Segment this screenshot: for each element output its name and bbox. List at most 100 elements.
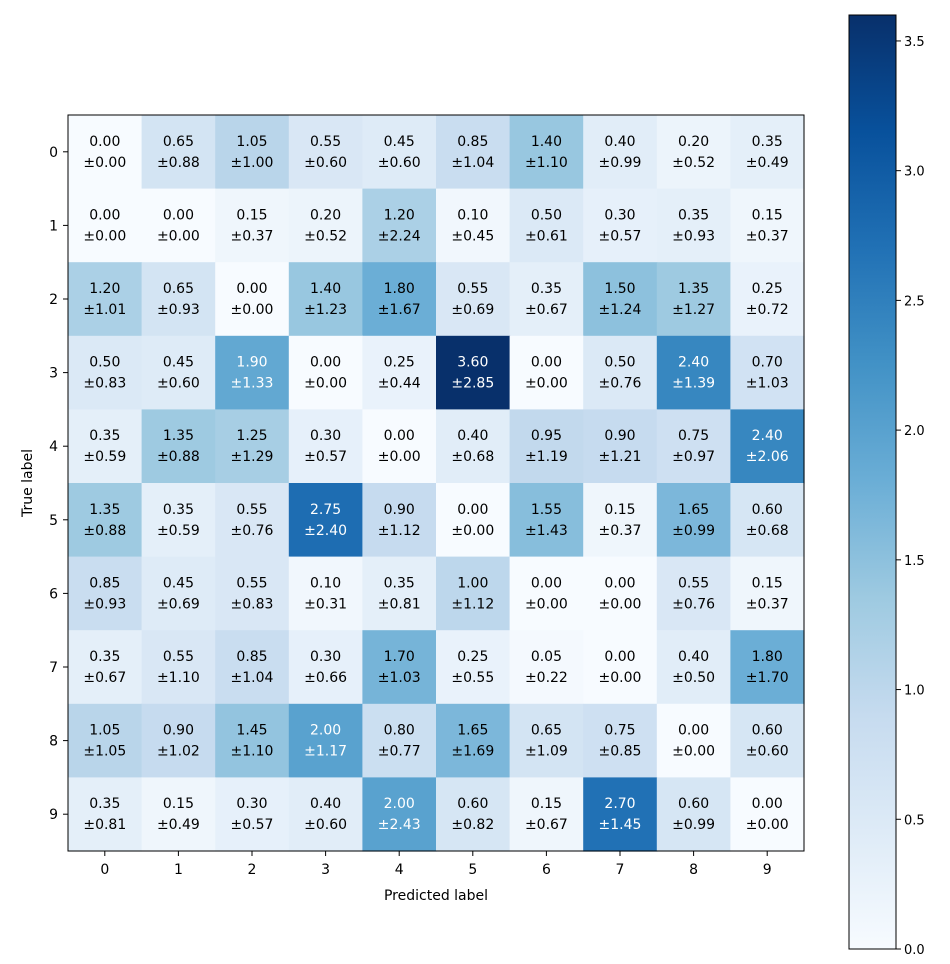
cell-error-label: ±0.82 — [451, 817, 494, 833]
heatmap-cell-r1-c7 — [583, 188, 658, 263]
cell-value-label: 2.40 — [678, 355, 709, 371]
heatmap-cell-r3-c3 — [288, 335, 363, 410]
heatmap-cell-r6-c2 — [215, 556, 290, 631]
heatmap-cell-r5-c4 — [362, 483, 437, 558]
heatmap-cell-r1-c5 — [436, 188, 511, 263]
cell-value-label: 0.40 — [457, 428, 488, 444]
cell-error-label: ±0.00 — [157, 228, 200, 244]
heatmap-cell-r1-c8 — [656, 188, 731, 263]
heatmap-cell-r4-c5 — [436, 409, 511, 484]
colorbar-tick-label: 2.0 — [904, 424, 925, 439]
cell-error-label: ±0.99 — [599, 155, 642, 171]
cell-error-label: ±1.67 — [378, 302, 421, 318]
heatmap-cell-r1-c4 — [362, 188, 437, 263]
colorbar-tick-label: 2.5 — [904, 294, 925, 309]
cell-error-label: ±1.02 — [157, 744, 200, 760]
cell-value-label: 1.45 — [236, 723, 267, 739]
heatmap-cell-r2-c0 — [68, 262, 143, 337]
heatmap-cell-r0-c1 — [141, 115, 216, 190]
heatmap-cell-r9-c2 — [215, 777, 290, 852]
cell-error-label: ±0.00 — [451, 523, 494, 539]
heatmap-cell-r4-c9 — [730, 409, 805, 484]
heatmap-cells: 0.00 ±0.00 0.65 ±0.88 1.05 ±1.00 0.55 ±0.60 0.45… — [68, 115, 805, 852]
cell-value-label: 0.65 — [163, 134, 194, 150]
heatmap-cell-r6-c5 — [436, 556, 511, 631]
cell-value-label: 0.05 — [531, 649, 562, 665]
cell-value-label: 0.00 — [678, 723, 709, 739]
heatmap-cell-r6-c1 — [141, 556, 216, 631]
cell-value-label: 0.30 — [310, 649, 341, 665]
cell-error-label: ±0.81 — [378, 596, 421, 612]
cell-value-label: 0.80 — [384, 723, 415, 739]
cell-value-label: 0.55 — [236, 502, 267, 518]
heatmap-cell-r5-c3 — [288, 483, 363, 558]
cell-error-label: ±1.33 — [231, 376, 274, 392]
cell-value-label: 0.55 — [457, 281, 488, 297]
cell-value-label: 1.55 — [531, 502, 562, 518]
cell-value-label: 0.00 — [236, 281, 267, 297]
cell-value-label: 0.90 — [163, 723, 194, 739]
heatmap-cell-r4-c8 — [656, 409, 731, 484]
cell-value-label: 0.00 — [457, 502, 488, 518]
cell-value-label: 0.35 — [531, 281, 562, 297]
heatmap-cell-r7-c4 — [362, 630, 437, 705]
heatmap-cell-r9-c9 — [730, 777, 805, 852]
colorbar-tick-label: 0.5 — [904, 813, 925, 828]
heatmap-cell-r3-c9 — [730, 335, 805, 410]
cell-error-label: ±0.88 — [83, 523, 126, 539]
heatmap-cell-r3-c8 — [656, 335, 731, 410]
cell-error-label: ±0.00 — [304, 376, 347, 392]
cell-error-label: ±1.69 — [451, 744, 494, 760]
cell-error-label: ±0.67 — [525, 817, 568, 833]
heatmap-cell-r6-c6 — [509, 556, 584, 631]
cell-value-label: 1.20 — [89, 281, 120, 297]
heatmap-cell-r2-c3 — [288, 262, 363, 337]
cell-error-label: ±0.37 — [746, 596, 789, 612]
heatmap-cell-r3-c6 — [509, 335, 584, 410]
cell-value-label: 0.65 — [531, 723, 562, 739]
cell-value-label: 1.00 — [457, 575, 488, 591]
cell-error-label: ±0.37 — [599, 523, 642, 539]
cell-value-label: 1.65 — [678, 502, 709, 518]
heatmap-cell-r8-c1 — [141, 703, 216, 778]
heatmap-cell-r1-c9 — [730, 188, 805, 263]
x-tick-label: 5 — [468, 862, 477, 878]
heatmap-cell-r5-c9 — [730, 483, 805, 558]
cell-value-label: 0.20 — [310, 207, 341, 223]
cell-value-label: 0.75 — [604, 723, 635, 739]
cell-value-label: 0.55 — [163, 649, 194, 665]
heatmap-cell-r5-c1 — [141, 483, 216, 558]
cell-value-label: 0.35 — [678, 207, 709, 223]
x-tick-label: 2 — [248, 862, 257, 878]
heatmap-cell-r4-c3 — [288, 409, 363, 484]
cell-value-label: 0.30 — [604, 207, 635, 223]
y-tick-label: 6 — [49, 586, 58, 602]
x-tick-label: 7 — [616, 862, 625, 878]
cell-error-label: ±1.23 — [304, 302, 347, 318]
heatmap-cell-r0-c6 — [509, 115, 584, 190]
y-tick-label: 5 — [49, 513, 58, 529]
heatmap-cell-r2-c6 — [509, 262, 584, 337]
cell-value-label: 0.85 — [89, 575, 120, 591]
cell-value-label: 0.50 — [531, 207, 562, 223]
colorbar-tick-label: 3.5 — [904, 35, 925, 50]
cell-error-label: ±0.00 — [231, 302, 274, 318]
cell-value-label: 0.35 — [89, 796, 120, 812]
heatmap-cell-r3-c4 — [362, 335, 437, 410]
heatmap-cell-r0-c9 — [730, 115, 805, 190]
cell-value-label: 0.40 — [678, 649, 709, 665]
cell-error-label: ±1.10 — [231, 744, 274, 760]
heatmap-cell-r2-c8 — [656, 262, 731, 337]
plot-frame — [67, 114, 805, 852]
cell-error-label: ±2.24 — [378, 228, 421, 244]
heatmap-cell-r0-c0 — [68, 115, 143, 190]
cell-value-label: 0.15 — [752, 575, 783, 591]
heatmap-cell-r4-c6 — [509, 409, 584, 484]
heatmap-cell-r1-c0 — [68, 188, 143, 263]
heatmap-cell-r5-c8 — [656, 483, 731, 558]
cell-value-label: 0.35 — [752, 134, 783, 150]
cell-value-label: 1.70 — [384, 649, 415, 665]
heatmap-cell-r4-c1 — [141, 409, 216, 484]
cell-value-label: 0.55 — [236, 575, 267, 591]
cell-error-label: ±0.77 — [378, 744, 421, 760]
